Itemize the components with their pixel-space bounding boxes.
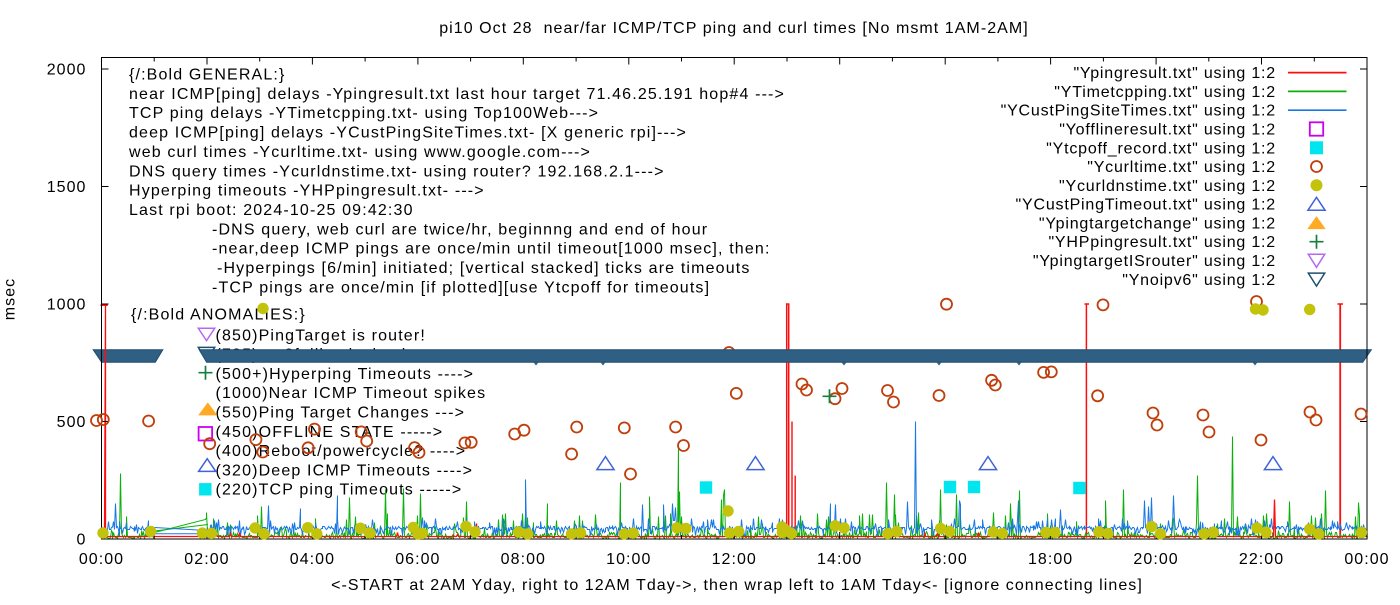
svg-text:Hyperping timeouts -YHPpingres: Hyperping timeouts -YHPpingresult.txt- -… [129, 183, 485, 200]
svg-text:{/:Bold GENERAL:}: {/:Bold GENERAL:} [129, 67, 286, 84]
svg-text:(400)Reboot/powercycle? ---->: (400)Reboot/powercycle? ----> [216, 443, 467, 460]
svg-text:18:00: 18:00 [1028, 551, 1073, 568]
svg-text:(1000)Near ICMP Timeout spikes: (1000)Near ICMP Timeout spikes [216, 385, 487, 402]
svg-text:-TCP pings are once/min [if pl: -TCP pings are once/min [if plotted][use… [212, 279, 710, 296]
svg-text:06:00: 06:00 [395, 551, 440, 568]
svg-text:"Ynoipv6" using 1:2: "Ynoipv6" using 1:2 [1122, 272, 1276, 289]
svg-text:"Ycurldnstime.txt" using 1:2: "Ycurldnstime.txt" using 1:2 [1059, 178, 1276, 195]
svg-text:msec: msec [2, 278, 19, 320]
svg-text:(850)PingTarget is router!: (850)PingTarget is router! [216, 327, 426, 344]
svg-text:10:00: 10:00 [606, 551, 651, 568]
svg-text:"Ytcpoff_record.txt" using 1:2: "Ytcpoff_record.txt" using 1:2 [1046, 140, 1276, 157]
svg-text:(220)TCP ping Timeouts ----->: (220)TCP ping Timeouts -----> [216, 482, 463, 499]
svg-text:"YHPpingresult.txt" using 1:2: "YHPpingresult.txt" using 1:2 [1048, 234, 1276, 251]
svg-text:(550)Ping Target Changes --->: (550)Ping Target Changes ---> [216, 405, 466, 422]
svg-text:{/:Bold ANOMALIES:}: {/:Bold ANOMALIES:} [131, 307, 306, 324]
svg-text:"YCustPingSiteTimes.txt" using: "YCustPingSiteTimes.txt" using 1:2 [1001, 103, 1276, 120]
svg-text:web curl times -Ycurltime.txt-: web curl times -Ycurltime.txt- using www… [128, 144, 591, 161]
svg-text:near ICMP[ping] delays -Ypingr: near ICMP[ping] delays -Ypingresult.txt … [129, 86, 785, 103]
svg-text:TCP ping delays -YTimetcpping.: TCP ping delays -YTimetcpping.txt- using… [129, 105, 599, 122]
svg-text:"Ycurltime.txt" using 1:2: "Ycurltime.txt" using 1:2 [1087, 159, 1276, 176]
svg-text:00:00: 00:00 [79, 551, 124, 568]
svg-text:(320)Deep ICMP Timeouts ---->: (320)Deep ICMP Timeouts ----> [216, 462, 474, 479]
svg-text:04:00: 04:00 [290, 551, 335, 568]
svg-text:-near,deep ICMP pings are once: -near,deep ICMP pings are once/min until… [212, 241, 771, 258]
svg-text:"Ypingresult.txt" using 1:2: "Ypingresult.txt" using 1:2 [1073, 65, 1276, 82]
svg-text:"Ypingtargetchange" using 1:2: "Ypingtargetchange" using 1:2 [1039, 215, 1276, 232]
svg-text:<-START at 2AM Yday, right to: <-START at 2AM Yday, right to 12AM Tday-… [331, 577, 1143, 594]
svg-text:"YpingtargetISrouter" using 1:: "YpingtargetISrouter" using 1:2 [1033, 253, 1276, 270]
svg-text:"Yofflineresult.txt" using 1:2: "Yofflineresult.txt" using 1:2 [1059, 121, 1276, 138]
svg-text:(450)OFFLINE STATE ----->: (450)OFFLINE STATE -----> [216, 424, 444, 441]
svg-text:12:00: 12:00 [712, 551, 757, 568]
svg-text:0: 0 [77, 532, 87, 549]
svg-text:1500: 1500 [47, 179, 87, 196]
svg-text:500: 500 [57, 414, 87, 431]
svg-text:14:00: 14:00 [817, 551, 862, 568]
svg-text:Last rpi boot: 2024-10-25 09:4: Last rpi boot: 2024-10-25 09:42:30 [129, 202, 414, 219]
svg-text:20:00: 20:00 [1133, 551, 1178, 568]
svg-text:16:00: 16:00 [923, 551, 968, 568]
svg-text:22:00: 22:00 [1239, 551, 1284, 568]
svg-text:02:00: 02:00 [184, 551, 229, 568]
svg-text:DNS query times -Ycurldnstime.: DNS query times -Ycurldnstime.txt- using… [129, 163, 665, 180]
svg-text:deep ICMP[ping] delays -YCustP: deep ICMP[ping] delays -YCustPingSiteTim… [129, 125, 687, 142]
svg-text:2000: 2000 [47, 62, 87, 79]
svg-text:-Hyperpings [6/min] initiated;: -Hyperpings [6/min] initiated; [vertical… [217, 260, 751, 277]
svg-text:(500+)Hyperping Timeouts ---->: (500+)Hyperping Timeouts ----> [216, 366, 475, 383]
svg-text:08:00: 08:00 [501, 551, 546, 568]
svg-text:-DNS query, web curl are twice: -DNS query, web curl are twice/hr, begin… [212, 221, 708, 238]
svg-text:00:00: 00:00 [1344, 551, 1389, 568]
svg-text:1000: 1000 [47, 297, 87, 314]
svg-text:"YCustPingTimeout.txt" using 1: "YCustPingTimeout.txt" using 1:2 [1016, 197, 1276, 214]
svg-text:pi10 Oct 28 near/far ICMP/TCP: pi10 Oct 28 near/far ICMP/TCP ping and c… [439, 20, 1029, 37]
svg-text:"YTimetcpping.txt" using 1:2: "YTimetcpping.txt" using 1:2 [1054, 84, 1276, 101]
